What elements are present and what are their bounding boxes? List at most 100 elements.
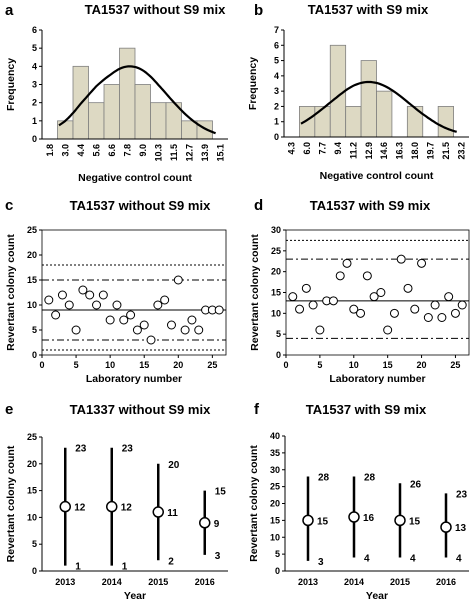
data-point [295, 304, 305, 314]
min-label: 1 [75, 562, 81, 573]
y-tick-label: 10 [270, 532, 280, 542]
bar [88, 102, 105, 140]
y-axis-label: Revertant colony count [248, 445, 260, 562]
y-tick-label: 35 [270, 448, 280, 458]
y-tick-label: 0 [32, 350, 37, 360]
x-axis-label: Year [124, 590, 146, 601]
mean-marker [59, 500, 71, 513]
fit-curve [300, 80, 457, 133]
x-tick-label: 14.6 [379, 142, 389, 160]
x-axis-label: Laboratory number [329, 373, 425, 385]
y-tick-label: 6 [32, 25, 37, 35]
x-tick-label: 4.4 [76, 144, 86, 157]
y-tick-label: 0 [275, 566, 280, 576]
plot-frame [41, 229, 227, 356]
y-tick-label: 20 [27, 250, 37, 260]
x-tick-label: 2014 [344, 577, 364, 587]
chart-title: TA1537 with S9 mix [308, 2, 429, 17]
max-label: 23 [75, 444, 87, 455]
data-point [288, 292, 298, 302]
x-tick-label: 2016 [436, 577, 456, 587]
x-tick-label: 21.5 [441, 142, 451, 160]
panel-letter-e: e [5, 401, 13, 418]
chart-title: TA1537 with S9 mix [306, 402, 427, 417]
data-point [349, 304, 359, 314]
bar [119, 47, 136, 140]
x-tick-label: 2013 [298, 577, 318, 587]
y-tick-label: 0 [276, 350, 281, 360]
data-point [44, 295, 54, 305]
data-point [315, 325, 325, 335]
y-tick-label: 25 [271, 246, 281, 256]
data-point [417, 258, 427, 268]
x-tick-label: 0 [39, 360, 44, 370]
y-axis-label: Frequency [5, 58, 17, 111]
y-tick-label: 10 [27, 512, 37, 522]
x-tick-label: 19.7 [425, 142, 435, 160]
min-label: 4 [456, 554, 462, 565]
data-point [57, 290, 67, 300]
y-tick-label: 20 [27, 459, 37, 469]
min-label: 2 [168, 556, 174, 567]
bar [376, 90, 393, 138]
data-point [335, 271, 345, 281]
data-point [126, 310, 136, 320]
data-point [308, 300, 318, 310]
y-tick-label: 3 [32, 80, 37, 90]
x-axis-label: Negative control count [78, 172, 192, 184]
bar [437, 106, 454, 138]
mean-label: 12 [74, 503, 86, 514]
x-tick-label: 23.2 [456, 142, 466, 160]
mean-marker [152, 506, 164, 518]
x-tick-label: 0 [283, 360, 288, 370]
panel-letter-d: d [254, 197, 263, 214]
x-tick-label: 5 [74, 360, 79, 370]
min-label: 3 [215, 551, 221, 562]
data-point [389, 308, 399, 318]
bar [134, 84, 151, 140]
y-tick-label: 15 [27, 486, 37, 496]
y-axis-label: Revertant colony count [249, 234, 261, 351]
y-tick-label: 0 [274, 132, 279, 142]
panel-letter-a: a [5, 2, 14, 19]
data-point [146, 335, 156, 345]
y-tick-label: 5 [32, 43, 37, 53]
y-tick-label: 10 [27, 300, 37, 310]
y-tick-label: 20 [270, 499, 280, 509]
max-label: 26 [410, 479, 422, 490]
bar [314, 106, 331, 138]
mean-marker [302, 514, 314, 527]
bar [150, 102, 167, 140]
data-point [78, 285, 88, 295]
y-tick-label: 4 [32, 61, 37, 71]
y-tick-label: 15 [270, 515, 280, 525]
data-point [450, 308, 460, 318]
x-tick-label: 4.3 [287, 142, 297, 155]
x-tick-label: 5 [317, 360, 322, 370]
x-tick-label: 11.5 [169, 144, 179, 161]
y-tick-label: 25 [27, 225, 37, 235]
y-tick-label: 5 [32, 539, 37, 549]
y-axis-label: Frequency [247, 57, 259, 110]
y-tick-label: 4 [274, 71, 279, 81]
data-point [437, 313, 447, 322]
y-axis-label: Revertant colony count [5, 445, 17, 562]
x-axis-label: Laboratory number [86, 373, 182, 385]
x-tick-label: 11.2 [348, 142, 358, 159]
x-tick-label: 7.8 [122, 144, 132, 157]
mean-marker [394, 514, 406, 527]
data-point [71, 325, 81, 335]
data-point [187, 315, 197, 325]
x-tick-label: 6.6 [107, 144, 117, 157]
data-point [194, 325, 204, 335]
panel-letter-f: f [254, 401, 260, 418]
data-point [410, 304, 420, 314]
x-tick-label: 12.7 [184, 144, 194, 162]
y-tick-label: 6 [274, 40, 279, 50]
max-label: 20 [168, 460, 180, 471]
x-axis-label: Year [366, 590, 388, 601]
data-point [369, 292, 379, 302]
max-label: 28 [318, 473, 330, 484]
x-tick-label: 9.0 [138, 144, 148, 157]
